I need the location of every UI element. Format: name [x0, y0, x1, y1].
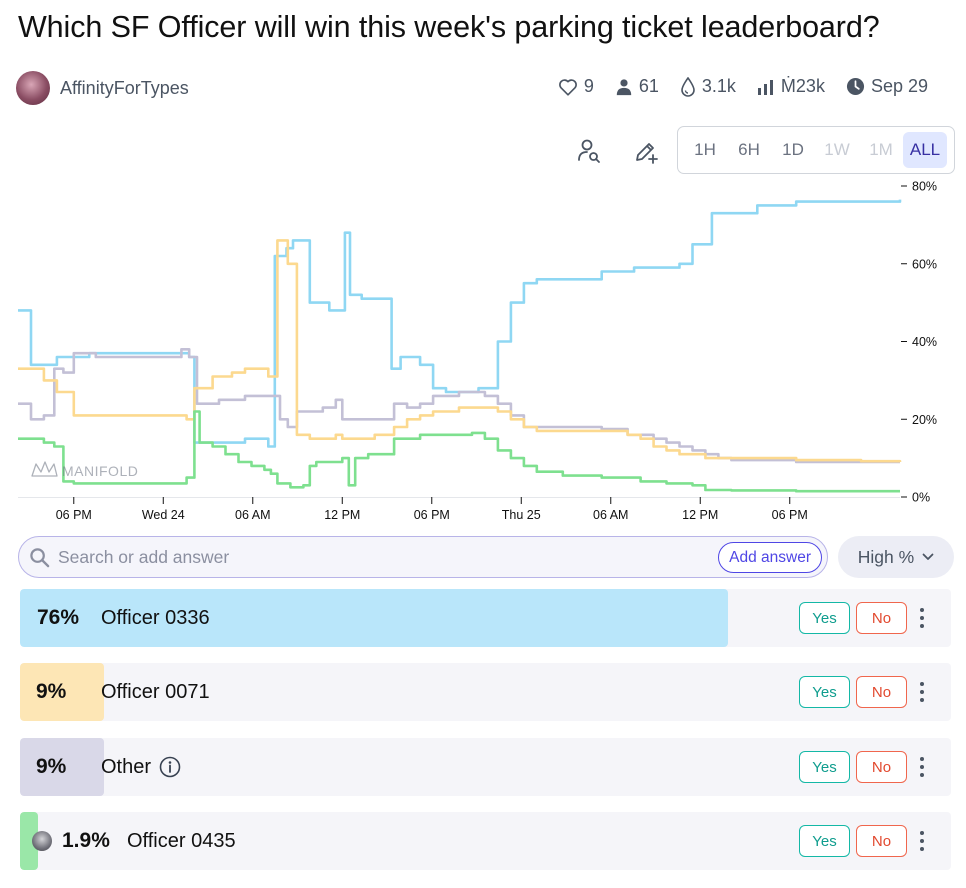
answer-name: Officer 0435: [127, 812, 236, 870]
yes-button[interactable]: Yes: [799, 751, 850, 783]
sort-dropdown[interactable]: High %: [838, 536, 954, 578]
series-line-officer-0071[interactable]: [18, 240, 900, 462]
x-tick-label: 06 AM: [593, 508, 628, 522]
more-options-icon[interactable]: [913, 606, 931, 630]
x-tick-label: 12 PM: [324, 508, 360, 522]
user-search-icon[interactable]: [576, 138, 602, 164]
page-title: Which SF Officer will win this week's pa…: [18, 10, 880, 45]
range-1m[interactable]: 1M: [859, 132, 903, 168]
yes-button[interactable]: Yes: [799, 602, 850, 634]
more-options-icon[interactable]: [913, 755, 931, 779]
author-byline[interactable]: AffinityForTypes: [16, 70, 189, 106]
volume-stat[interactable]: Ṁ23k: [757, 76, 825, 97]
answer-probability: 9%: [36, 738, 66, 796]
probability-chart[interactable]: 80% 60% 40% 20% 0% 06 PM Wed 24 06 AM 12 PM 06 PM…: [0, 172, 966, 530]
series-line-other[interactable]: [18, 349, 900, 462]
y-tick-label: 80%: [912, 180, 937, 194]
traders-count: 61: [639, 76, 659, 97]
close-date-stat[interactable]: Sep 29: [846, 76, 928, 97]
more-options-icon[interactable]: [913, 680, 931, 704]
answer-name: Officer 0336: [101, 589, 210, 647]
no-button[interactable]: No: [856, 751, 907, 783]
answer-search[interactable]: Search or add answer Add answer: [18, 536, 828, 578]
answer-probability: 76%: [37, 589, 79, 647]
answer-name: Other: [101, 738, 181, 796]
x-tick-label: Wed 24: [142, 508, 185, 522]
user-icon: [615, 78, 633, 96]
no-button[interactable]: No: [856, 825, 907, 857]
search-icon: [29, 547, 50, 568]
manifold-watermark: MANIFOLD: [32, 462, 138, 479]
sort-label: High %: [858, 547, 914, 568]
heart-icon: [558, 78, 578, 96]
bar-chart-icon: [757, 79, 775, 95]
traders-stat[interactable]: 61: [615, 76, 659, 97]
add-answer-button[interactable]: Add answer: [718, 542, 822, 573]
range-1w[interactable]: 1W: [815, 132, 859, 168]
more-options-icon[interactable]: [913, 829, 931, 853]
axis-layer: 80% 60% 40% 20% 0% 06 PM Wed 24 06 AM 12 PM 06 PM…: [18, 180, 937, 523]
draw-annotation-icon[interactable]: [633, 138, 659, 164]
y-tick-label: 0%: [912, 491, 930, 505]
chevron-down-icon: [922, 553, 934, 561]
no-button[interactable]: No: [856, 676, 907, 708]
volume-amount: Ṁ23k: [781, 76, 825, 97]
search-input[interactable]: Search or add answer: [58, 547, 229, 568]
x-tick-label: 06 PM: [56, 508, 92, 522]
watermark-text: MANIFOLD: [62, 463, 138, 479]
manifold-logo-icon: [32, 462, 57, 476]
x-tick-label: 12 PM: [682, 508, 718, 522]
no-button[interactable]: No: [856, 602, 907, 634]
y-tick-label: 40%: [912, 335, 937, 349]
answer-row[interactable]: 9% Other Yes No: [20, 738, 951, 796]
y-tick-label: 20%: [912, 413, 937, 427]
creator-avatar[interactable]: [32, 831, 52, 851]
author-name[interactable]: AffinityForTypes: [60, 78, 189, 99]
series-line-officer-0435[interactable]: [18, 412, 900, 492]
answer-row[interactable]: 1.9% Officer 0435 Yes No: [20, 812, 951, 870]
tips-count: 3.1k: [702, 76, 736, 97]
y-tick-label: 60%: [912, 257, 937, 271]
x-tick-label: 06 PM: [414, 508, 450, 522]
x-tick-label: 06 PM: [772, 508, 808, 522]
answer-probability: 1.9%: [62, 812, 110, 870]
range-1h[interactable]: 1H: [683, 132, 727, 168]
yes-button[interactable]: Yes: [799, 676, 850, 708]
time-range-selector: 1H 6H 1D 1W 1M ALL: [677, 126, 955, 174]
x-tick-label: 06 AM: [235, 508, 270, 522]
likes-stat[interactable]: 9: [558, 76, 594, 97]
answer-row[interactable]: 76% Officer 0336 Yes No: [20, 589, 951, 647]
market-stats: 9 61 3.1k Ṁ23k Sep 29: [537, 76, 928, 97]
x-tick-label: Thu 25: [502, 508, 541, 522]
tips-stat[interactable]: 3.1k: [680, 76, 736, 97]
yes-button[interactable]: Yes: [799, 825, 850, 857]
answer-probability: 9%: [36, 663, 66, 721]
answer-name-text: Other: [101, 756, 151, 779]
likes-count: 9: [584, 76, 594, 97]
clock-icon: [846, 77, 865, 96]
droplet-icon: [680, 77, 696, 97]
avatar[interactable]: [16, 71, 50, 105]
series-layer: [18, 200, 900, 492]
range-1d[interactable]: 1D: [771, 132, 815, 168]
close-date: Sep 29: [871, 76, 928, 97]
answer-row[interactable]: 9% Officer 0071 Yes No: [20, 663, 951, 721]
range-6h[interactable]: 6H: [727, 132, 771, 168]
answer-name: Officer 0071: [101, 663, 210, 721]
range-all[interactable]: ALL: [903, 132, 947, 168]
info-icon[interactable]: [159, 756, 181, 778]
